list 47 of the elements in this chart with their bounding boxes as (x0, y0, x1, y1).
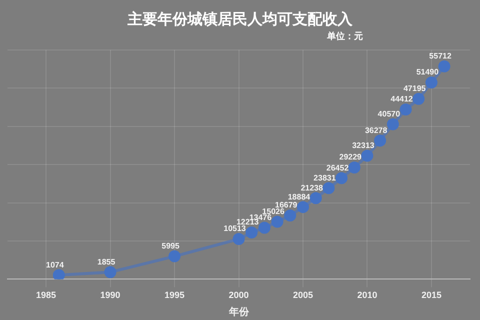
point (104, 266, 116, 278)
point (258, 222, 270, 234)
x-tick-label: 2015 (421, 290, 442, 300)
data-label: 1074 (46, 260, 64, 270)
data-label: 40570 (378, 109, 401, 118)
data-label: 55712 (429, 52, 452, 61)
data-label: 23831 (314, 173, 336, 182)
point (374, 134, 386, 147)
point (336, 172, 348, 184)
data-label: 51490 (416, 68, 440, 77)
point (232, 233, 245, 246)
point (296, 201, 309, 214)
point (168, 250, 181, 262)
x-tick-label: 1990 (100, 290, 120, 300)
chart-title: 主要年份城镇居民人均可支配收入 (126, 10, 354, 28)
data-label: 18884 (288, 192, 311, 202)
x-tick-label: 2005 (292, 290, 313, 300)
point (361, 150, 374, 162)
data-label: 26452 (326, 163, 350, 172)
x-tick-label: 2000 (228, 290, 249, 300)
x-tick-label: 1995 (164, 290, 185, 300)
data-label: 1855 (97, 257, 116, 266)
data-label: 5995 (162, 242, 180, 250)
point (271, 216, 284, 228)
chart-subtitle: 单位：元 (326, 31, 363, 41)
point (425, 76, 438, 89)
data-label: 36278 (364, 126, 388, 135)
point (322, 182, 335, 194)
point (246, 226, 258, 239)
data-label: 47195 (403, 84, 426, 94)
data-label: 32313 (352, 140, 375, 150)
data-label: 44412 (390, 94, 414, 104)
x-tick-label: 2010 (357, 290, 378, 300)
point (284, 209, 296, 222)
point (386, 118, 399, 130)
x-tick-label: 1985 (36, 290, 56, 300)
point (348, 162, 360, 174)
point (400, 104, 412, 116)
point (412, 92, 425, 105)
x-axis-title: 年份 (228, 306, 250, 318)
point (438, 60, 450, 72)
data-label: 21238 (300, 183, 324, 192)
data-label: 10513 (224, 224, 246, 234)
data-label: 29229 (339, 152, 362, 162)
data-label: 16679 (275, 200, 298, 210)
point (52, 269, 65, 280)
point (310, 192, 322, 204)
